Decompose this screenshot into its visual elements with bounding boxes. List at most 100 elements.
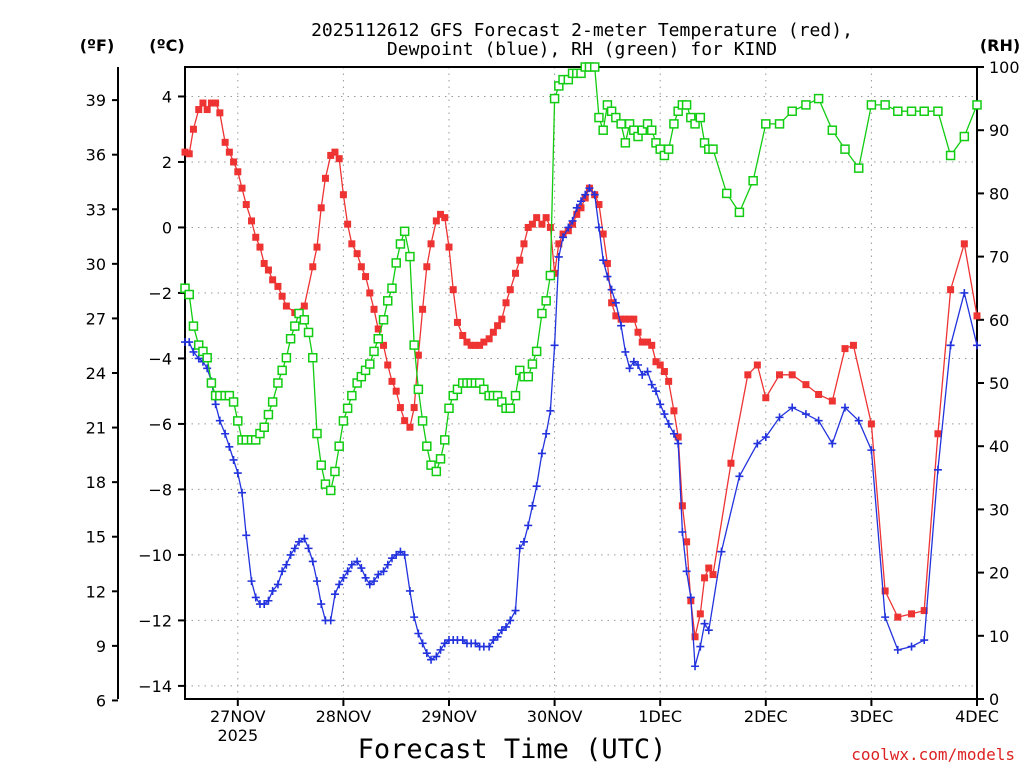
dewpoint-point [295,537,304,546]
dewpoint-point [506,616,515,625]
temperature-point [331,148,339,156]
relative-humidity-point [866,100,877,110]
temperature-point [274,282,282,290]
dewpoint-point [656,400,665,409]
temperature-point [321,174,329,182]
relative-humidity-point [399,226,410,237]
dewpoint-point [651,387,660,396]
relative-humidity-point [933,106,943,116]
x-tick-label: 3DEC [850,707,894,726]
dewpoint-point [251,593,260,602]
temperature-point [520,240,528,248]
dewpoint-point [387,554,396,563]
temperature-point [380,341,388,349]
relative-humidity-point [334,441,344,451]
credit-text: coolwx.com/models [851,745,1015,764]
temperature-point [207,99,215,107]
relative-humidity-line [184,66,978,492]
temperature-point [242,201,250,209]
temperature-point [384,361,392,369]
relative-humidity-point [342,403,353,414]
dewpoint-point [410,613,419,622]
temperature-point [388,377,396,385]
temperature-point [815,390,823,398]
temperature-point [453,318,461,326]
dewpoint-point [920,636,929,645]
temperature-point [374,325,382,333]
relative-humidity-point [188,321,199,331]
dewpoint-point [330,590,339,599]
relative-humidity-point [440,435,450,445]
dewpoint-point [238,488,247,497]
celsius-tick-label: 2 [162,153,172,172]
temperature-point [727,459,735,467]
temperature-point [427,240,435,248]
fahrenheit-tick-label: 27 [86,309,106,328]
temperature-point [670,407,678,415]
temperature-point [221,138,229,146]
dewpoint-point [828,439,837,448]
rh-tick-label: 70 [989,248,1009,267]
relative-humidity-point [787,106,797,116]
relative-humidity-point [510,390,521,401]
temperature-point [762,394,770,402]
temperature-point [370,305,378,313]
dewpoint-point [264,596,273,605]
x-tick-sublabel: 2025 [217,726,258,745]
dewpoint-point [317,600,326,609]
relative-humidity-point [299,315,310,325]
dewpoint-point [268,586,277,595]
dewpoint-point [647,380,656,389]
dewpoint-point [629,357,638,366]
temperature-point [459,332,467,340]
dewpoint-point [704,626,713,635]
relative-humidity-point [523,371,533,382]
x-tick-label: 27NOV [210,707,266,726]
dewpoint-point [313,577,321,586]
temperature-point [423,263,431,271]
temperature-point [432,217,440,225]
temperature-point [626,315,634,323]
relative-humidity-point [527,359,538,369]
dewpoint-point [814,416,823,425]
x-tick-label: 28NOV [316,707,372,726]
temperature-point [476,341,484,349]
temperature-point [538,220,546,228]
relative-humidity-point [316,460,326,470]
rh-tick-label: 20 [989,564,1009,583]
temperature-line [184,101,978,637]
temperature-point [573,210,581,218]
relative-humidity-point [273,378,283,388]
relative-humidity-point [413,384,424,395]
dewpoint-point [696,642,705,651]
dewpoint-point [278,567,287,576]
celsius-tick-label: −14 [138,677,172,696]
temperature-point [867,420,875,428]
dewpoint-point [427,655,436,664]
fahrenheit-tick-label: 21 [86,419,106,438]
temperature-point [634,328,642,336]
relative-humidity-point [369,346,379,357]
temperature-point [701,574,709,582]
temperature-point [506,286,514,294]
dewpoint-point [502,622,511,631]
temperature-point [960,240,968,248]
temperature-point [256,243,264,251]
dewpoint-point [674,439,683,448]
dewpoint-point [414,629,423,638]
temperature-point [621,315,629,323]
temperature-point [212,99,220,107]
relative-humidity-point [431,466,442,477]
relative-humidity-point [479,384,489,395]
relative-humidity-point [228,397,239,407]
temperature-point [608,299,616,307]
rh-axis-label: (RH) [980,36,1020,55]
dewpoint-point [625,364,634,373]
relative-humidity-point [598,125,608,135]
temperature-point [441,214,449,222]
temperature-point [512,269,520,277]
dewpoint-point [335,580,344,589]
relative-humidity-point [330,466,340,477]
temperature-point [463,338,471,346]
